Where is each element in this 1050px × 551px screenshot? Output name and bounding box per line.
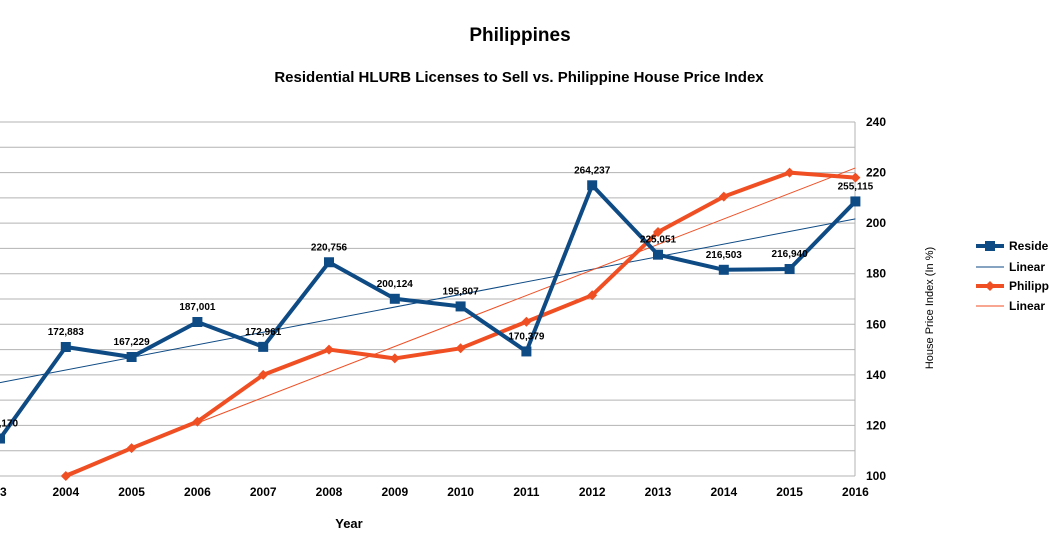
marker-reside xyxy=(192,317,203,328)
marker-philipp xyxy=(653,226,663,237)
trendlines xyxy=(0,167,856,475)
x-axis-title: Year xyxy=(335,516,362,531)
x-tick-labels: 03 2004 2005 2006 2007 2008 2009 2010 2011 2012 20… xyxy=(0,485,869,499)
data-label: 172,883 xyxy=(48,327,85,338)
marker-reside xyxy=(0,433,5,444)
x-tick-label: 2014 xyxy=(710,485,737,499)
x-tick-label: 2008 xyxy=(316,485,343,499)
series-line-reside xyxy=(0,183,857,440)
marker-philipp xyxy=(455,343,466,354)
marker-reside xyxy=(258,341,269,352)
data-label: 195,807 xyxy=(443,286,480,297)
y2-tick-label: 200 xyxy=(866,216,886,230)
x-tick-label: 2016 xyxy=(842,485,869,499)
marker-reside xyxy=(455,301,466,312)
x-tick-label: 2011 xyxy=(513,485,539,499)
x-tick-label: 2006 xyxy=(184,485,211,499)
data-label: 264,237 xyxy=(574,165,611,176)
marker-reside xyxy=(587,180,598,191)
y2-tick-label: 100 xyxy=(866,469,886,483)
marker-philipp xyxy=(258,369,269,380)
chart-title: Philippines xyxy=(469,25,570,46)
data-label: 187,001 xyxy=(179,302,216,313)
y2-tick-label: 140 xyxy=(866,368,886,382)
y2-tick-label: 180 xyxy=(866,267,886,281)
marker-reside xyxy=(60,341,71,352)
marker-philipp xyxy=(60,471,71,481)
marker-reside xyxy=(521,346,532,357)
y2-tick-label: 160 xyxy=(866,317,886,331)
marker-philipp xyxy=(521,316,532,327)
y2-tick-label: 240 xyxy=(866,115,886,129)
data-label: 255,115 xyxy=(838,181,874,192)
marker-reside xyxy=(718,264,729,275)
data-label: 200,124 xyxy=(377,279,414,290)
x-tick-label: 2004 xyxy=(52,485,79,499)
legend-label: Linear xyxy=(1009,260,1045,274)
data-label: 225,051 xyxy=(640,235,677,246)
x-tick-label: 2010 xyxy=(447,485,474,499)
x-tick-label: 2009 xyxy=(381,485,408,499)
data-label: 167,229 xyxy=(114,337,151,348)
y2-tick-label: 220 xyxy=(866,166,886,180)
chart-subtitle: Residential HLURB Licenses to Sell vs. P… xyxy=(274,69,764,86)
x-tick-label: 2007 xyxy=(250,485,277,499)
marker-philipp xyxy=(389,353,400,364)
marker-reside xyxy=(389,293,400,304)
data-label: 216,503 xyxy=(706,250,743,261)
marker-philipp xyxy=(850,172,861,183)
legend-label: Reside xyxy=(1009,239,1049,253)
marker-reside xyxy=(784,264,795,275)
data-label: 172,961 xyxy=(245,327,282,338)
marker-philipp xyxy=(192,416,203,427)
x-tick-label: 03 xyxy=(0,485,7,499)
legend-label: Philipp xyxy=(1009,279,1049,293)
y2-tick-label: 120 xyxy=(866,418,886,432)
marker-philipp xyxy=(587,290,598,301)
legend-marker xyxy=(985,281,995,291)
marker-philipp xyxy=(126,443,137,454)
marker-reside xyxy=(653,249,663,260)
legend: Reside Linear Philipp Linear xyxy=(976,239,1049,313)
marker-philipp xyxy=(784,167,795,178)
marker-reside xyxy=(126,352,137,363)
x-tick-label: 2012 xyxy=(579,485,606,499)
x-tick-label: 2013 xyxy=(645,485,672,499)
data-label: 121,170 xyxy=(0,419,19,430)
x-tick-label: 2005 xyxy=(118,485,145,499)
y2-axis-title: House Price Index (In %) xyxy=(924,247,936,369)
data-labels: 121,170 172,883 167,229 187,001 172,961 220,7… xyxy=(0,165,874,429)
legend-label: Linear xyxy=(1009,299,1045,313)
marker-philipp xyxy=(718,191,729,202)
data-label: 216,940 xyxy=(772,249,809,260)
series-markers xyxy=(0,167,861,481)
marker-reside xyxy=(850,196,861,207)
data-label: 170,379 xyxy=(508,331,545,342)
marker-reside xyxy=(324,257,334,268)
x-tick-label: 2015 xyxy=(776,485,803,499)
marker-philipp xyxy=(324,344,334,355)
y2-tick-labels: 100 120 140 160 180 200 220 240 xyxy=(866,115,886,483)
legend-marker xyxy=(985,241,995,251)
data-label: 220,756 xyxy=(311,242,348,253)
gridlines xyxy=(0,121,855,477)
